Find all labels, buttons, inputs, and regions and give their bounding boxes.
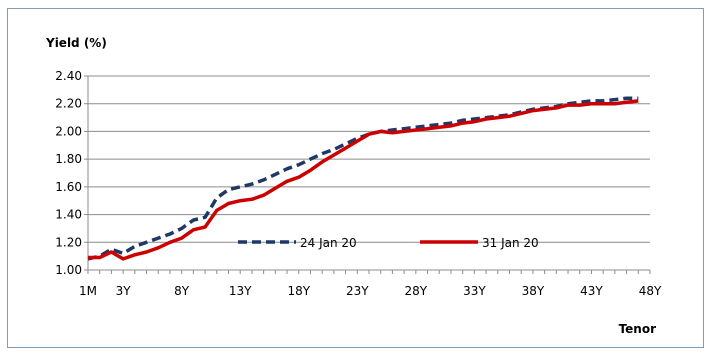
legend-label-2: 31 Jan 20: [482, 236, 539, 250]
y-axis-title: Yield (%): [45, 36, 107, 50]
axes: [84, 75, 651, 274]
gridlines: [88, 75, 650, 243]
x-tick-label: 18Y: [287, 284, 310, 298]
y-tick-label: 1.00: [55, 263, 82, 277]
y-tick-label: 1.80: [55, 152, 82, 166]
x-axis-title: Tenor: [619, 322, 657, 336]
legend-label-1: 24 Jan 20: [300, 236, 357, 250]
chart-frame: [7, 8, 704, 348]
x-tick-label: 23Y: [346, 284, 369, 298]
x-tick-label: 3Y: [116, 284, 132, 298]
y-tick-label: 2.20: [55, 97, 82, 111]
y-tick-label: 1.60: [55, 180, 82, 194]
x-tick-labels: 1M 3Y 8Y 13Y 18Y 23Y 28Y 33Y 38Y 43Y 48Y: [79, 284, 662, 298]
series-line-1: [87, 96, 639, 261]
series-lines: [87, 96, 639, 261]
x-tick-label: 13Y: [229, 284, 252, 298]
x-tick-label: 1M: [79, 284, 97, 298]
y-tick-label: 1.40: [55, 208, 82, 222]
legend: 24 Jan 20 31 Jan 20: [238, 236, 539, 250]
y-tick-label: 2.40: [55, 69, 82, 83]
x-tick-label: 48Y: [639, 284, 662, 298]
y-tick-label: 1.20: [55, 235, 82, 249]
x-tick-label: 28Y: [405, 284, 428, 298]
x-tick-label: 33Y: [463, 284, 486, 298]
x-tick-label: 43Y: [580, 284, 603, 298]
x-tick-label: 8Y: [174, 284, 190, 298]
x-tick-label: 38Y: [522, 284, 545, 298]
y-tick-label: 2.00: [55, 124, 82, 138]
y-tick-labels: 1.00 1.20 1.40 1.60 1.80 2.00 2.20 2.40: [55, 69, 82, 277]
series-line-2: [88, 99, 639, 261]
